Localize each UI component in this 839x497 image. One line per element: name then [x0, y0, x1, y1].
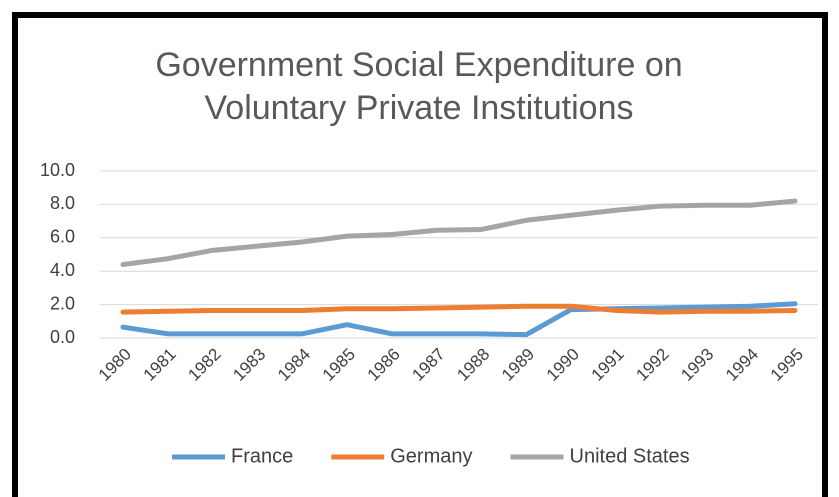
x-tick-label: 1983 — [229, 345, 269, 385]
x-tick-label: 1980 — [95, 345, 135, 385]
legend-label: United States — [570, 445, 690, 467]
x-tick-label: 1987 — [408, 345, 448, 385]
y-tick-label: 2.0 — [50, 293, 75, 313]
legend-label: France — [231, 445, 293, 467]
line-series — [120, 301, 798, 338]
x-tick-label: 1982 — [184, 345, 224, 385]
x-tick-label: 1995 — [767, 345, 807, 385]
y-tick-label: 0.0 — [50, 327, 75, 347]
x-tick-label: 1991 — [588, 345, 628, 385]
y-tick-label: 6.0 — [50, 227, 75, 247]
x-tick-label: 1988 — [453, 345, 493, 385]
x-tick-label: 1993 — [677, 345, 717, 385]
x-tick-label: 1994 — [722, 345, 762, 385]
x-tick-label: 1984 — [274, 345, 314, 385]
x-tick-label: 1989 — [498, 345, 538, 385]
chart-title: Government Social Expenditure on Volunta… — [155, 46, 683, 127]
frame — [12, 12, 828, 497]
x-tick-label: 1985 — [319, 345, 359, 385]
y-tick-label: 4.0 — [50, 260, 75, 280]
x-tick-label: 1986 — [364, 345, 404, 385]
x-tick-label: 1981 — [140, 345, 180, 385]
x-tick-label: 1990 — [543, 345, 583, 385]
y-tick-label: 10.0 — [40, 160, 75, 180]
legend-label: Germany — [390, 445, 472, 467]
line-series — [120, 303, 798, 315]
x-tick-label: 1992 — [632, 345, 672, 385]
line-series — [120, 198, 798, 268]
y-tick-label: 8.0 — [50, 193, 75, 213]
